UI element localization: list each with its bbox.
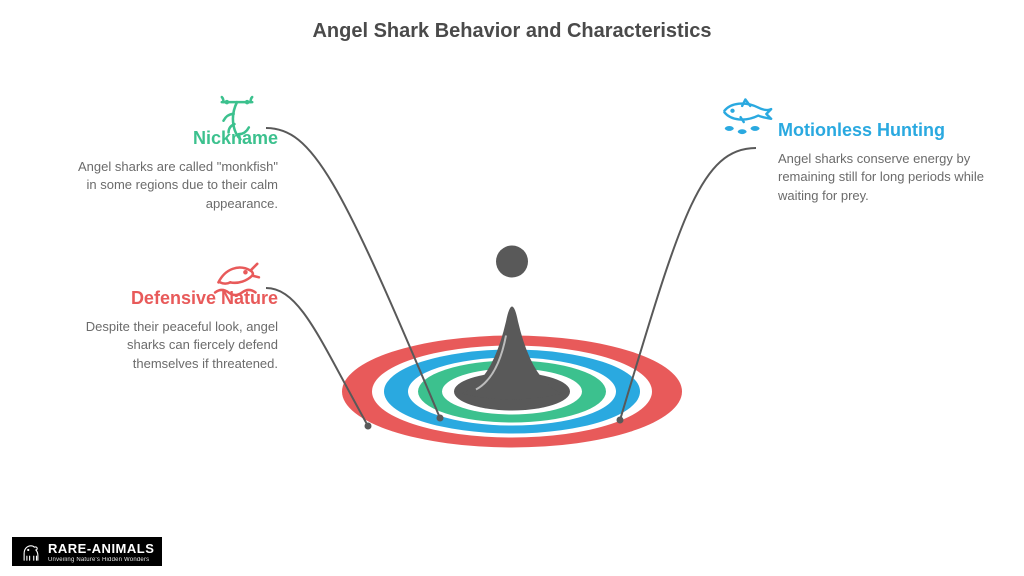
hammerhead-shark-icon [210,92,264,151]
callout-hunting-heading: Motionless Hunting [778,120,988,142]
brand-logo: RARE-ANIMALS Unveiling Nature's Hidden W… [12,537,162,566]
logo-main-text: RARE-ANIMALS [48,542,154,555]
leaping-fish-icon [210,252,264,311]
callout-hunting-body: Angel sharks conserve energy by remainin… [778,150,988,207]
page-title: Angel Shark Behavior and Characteristics [0,20,1024,43]
callout-nickname-body: Angel sharks are called "monkfish" in so… [68,158,278,215]
shark-school-icon [718,96,776,145]
callout-defensive-body: Despite their peaceful look, angel shark… [68,318,278,375]
bear-icon [20,541,42,563]
callout-hunting: Motionless Hunting Angel sharks conserve… [778,120,988,206]
central-graphic [322,202,702,467]
logo-sub-text: Unveiling Nature's Hidden Wonders [48,557,154,563]
